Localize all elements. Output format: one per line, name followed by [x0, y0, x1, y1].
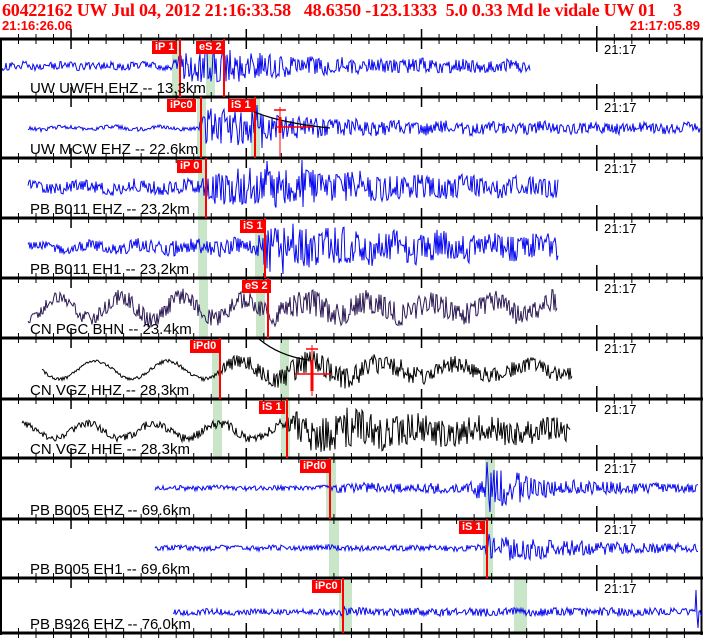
pick-flag[interactable]: iPd0 — [300, 459, 330, 473]
pick-uncertainty-band — [213, 400, 222, 457]
station-label: PB B011 EH1 -- 23.2km — [30, 261, 189, 278]
pick-flag[interactable]: iS 1 — [459, 520, 485, 534]
coda-decay-curve — [258, 338, 309, 361]
waveform-trace[interactable] — [27, 223, 559, 275]
waveform-trace[interactable] — [172, 589, 703, 629]
pick-flag[interactable]: eS 2 — [196, 40, 225, 54]
station-label: UW UWFH EHZ -- 13.3km — [30, 80, 206, 97]
station-label: PB B005 EHZ -- 69.6km — [30, 502, 191, 519]
pick-flag[interactable]: iP 1 — [152, 40, 178, 54]
pick-flag[interactable]: iP 0 — [177, 159, 203, 173]
pick-uncertainty-band — [280, 339, 289, 398]
amplitude-marker-bar[interactable] — [310, 360, 314, 391]
pick-uncertainty-band — [199, 279, 208, 337]
station-label: CN VGZ HHE -- 28.3km — [30, 441, 191, 458]
pick-flag[interactable]: iPd0 — [190, 339, 220, 353]
minute-label: 21:17 — [604, 581, 637, 596]
pick-uncertainty-band — [212, 339, 221, 398]
waveform-trace[interactable] — [41, 351, 573, 389]
station-label: PB B011 EHZ -- 23.2km — [30, 201, 190, 218]
pick-uncertainty-band — [514, 579, 527, 632]
station-label: UW MCW EHZ -- 22.6km — [30, 141, 199, 158]
pick-flag[interactable]: iS 1 — [240, 219, 266, 233]
window-start-time: 21:16:26.06 — [2, 18, 73, 33]
waveform-trace[interactable] — [154, 533, 698, 562]
event-header: 60422162 UW Jul 04, 2012 21:16:33.58 48.… — [2, 0, 682, 20]
pick-flag[interactable]: iPc0 — [312, 579, 341, 593]
pick-uncertainty-band — [281, 400, 290, 457]
pick-flag[interactable]: iS 1 — [259, 400, 285, 414]
waveform-trace[interactable] — [1, 49, 531, 83]
window-end-time: 21:17:05.89 — [629, 18, 700, 33]
minute-label: 21:17 — [604, 281, 637, 296]
minute-label: 21:17 — [604, 100, 637, 115]
pick-flag[interactable]: eS 2 — [242, 279, 271, 293]
pick-uncertainty-band — [485, 459, 495, 518]
minute-label: 21:17 — [604, 522, 637, 537]
amplitude-marker-bar[interactable] — [278, 117, 282, 133]
waveform-trace[interactable] — [21, 407, 571, 452]
station-label: PB B926 EHZ -- 76.0km — [30, 616, 191, 633]
waveform-trace[interactable] — [27, 288, 558, 328]
minute-label: 21:17 — [604, 161, 637, 176]
pick-uncertainty-band — [339, 579, 352, 632]
station-label: CN PGC BHN -- 23.4km — [30, 321, 192, 338]
pick-flag[interactable]: iPc0 — [167, 98, 196, 112]
pick-uncertainty-band — [255, 219, 264, 277]
waveform-trace[interactable] — [27, 159, 559, 208]
station-label: PB B005 EH1 -- 69.6km — [30, 561, 191, 578]
minute-label: 21:17 — [604, 221, 637, 236]
station-label: CN VGZ HHZ -- 28.3km — [30, 382, 190, 399]
minute-label: 21:17 — [604, 42, 637, 57]
waveform-trace[interactable] — [27, 104, 701, 149]
waveform-trace[interactable] — [154, 461, 699, 513]
pick-flag[interactable]: iS 1 — [228, 98, 254, 112]
pick-uncertainty-band — [198, 159, 207, 217]
minute-label: 21:17 — [604, 461, 637, 476]
minute-label: 21:17 — [604, 402, 637, 417]
minute-label: 21:17 — [604, 341, 637, 356]
